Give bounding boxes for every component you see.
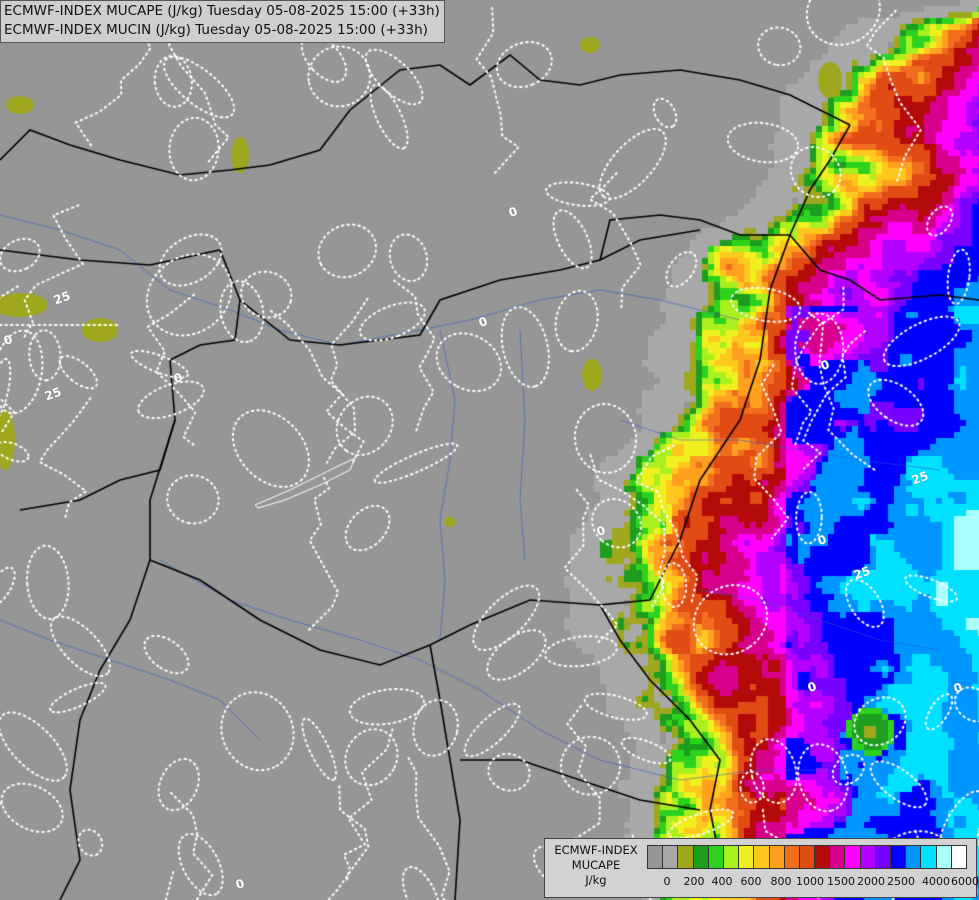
legend-swatch [769,846,785,868]
legend-tick-labels: 0 200 400 600 800 1000 1500 2000 2500 4000 6000 [647,875,979,891]
legend-tick-label: 200 [683,875,705,888]
legend-tick-label: 2500 [887,875,915,888]
legend-tick-label: 800 [770,875,792,888]
legend-swatch [921,846,937,868]
legend-swatch [739,846,755,868]
legend-tick-label: 0 [663,875,671,888]
legend-swatch [693,846,709,868]
color-legend: ECMWF-INDEX MUCAPE J/kg 0 200 400 600 800 100… [544,838,979,898]
legend-swatch [891,846,907,868]
legend-swatch [799,846,816,868]
legend-title: ECMWF-INDEX MUCAPE J/kg [547,843,645,888]
title-line-mucape: ECMWF-INDEX MUCAPE (J/kg) Tuesday 05-08-… [4,3,440,19]
legend-unit: J/kg [585,873,607,887]
legend-variable: MUCAPE [571,858,621,872]
legend-swatch [860,846,876,868]
legend-swatch [678,846,694,868]
legend-tick-label: 600 [740,875,762,888]
map-title-box: ECMWF-INDEX MUCAPE (J/kg) Tuesday 05-08-… [0,0,445,43]
title-line-mucin: ECMWF-INDEX MUCIN (J/kg) Tuesday 05-08-2… [4,22,428,38]
legend-swatch [936,846,952,868]
legend-swatch [845,846,861,868]
legend-swatch [648,846,664,868]
legend-swatch [830,846,846,868]
legend-swatch [951,846,966,868]
legend-tick-label: 6000 [951,875,979,888]
legend-source: ECMWF-INDEX [554,843,638,857]
legend-tick-label: 1500 [827,875,855,888]
legend-swatch [754,846,770,868]
legend-swatch [875,846,891,868]
legend-swatch [906,846,922,868]
legend-swatch [784,846,800,868]
legend-swatch [708,846,724,868]
legend-swatch [815,846,831,868]
legend-color-scale [647,845,967,869]
legend-tick-label: 2000 [857,875,885,888]
legend-swatch [663,846,679,868]
legend-tick-label: 1000 [796,875,824,888]
legend-swatch [723,846,740,868]
legend-tick-label: 4000 [922,875,950,888]
legend-tick-label: 400 [711,875,733,888]
legend-swatches [647,845,967,869]
